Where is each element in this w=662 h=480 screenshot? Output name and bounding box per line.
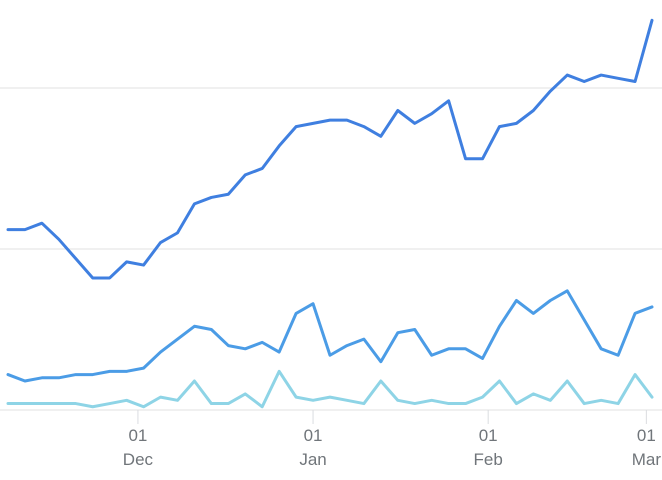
series-line — [6, 18, 654, 280]
x-tick-label: 01 Feb — [473, 426, 503, 469]
x-tick-label: 01 Jan — [299, 426, 327, 469]
x-tick-label: 01 Dec — [122, 426, 154, 469]
series-line — [6, 289, 654, 383]
x-tick-label: 01 Mar — [631, 426, 661, 469]
series-line — [6, 369, 654, 409]
